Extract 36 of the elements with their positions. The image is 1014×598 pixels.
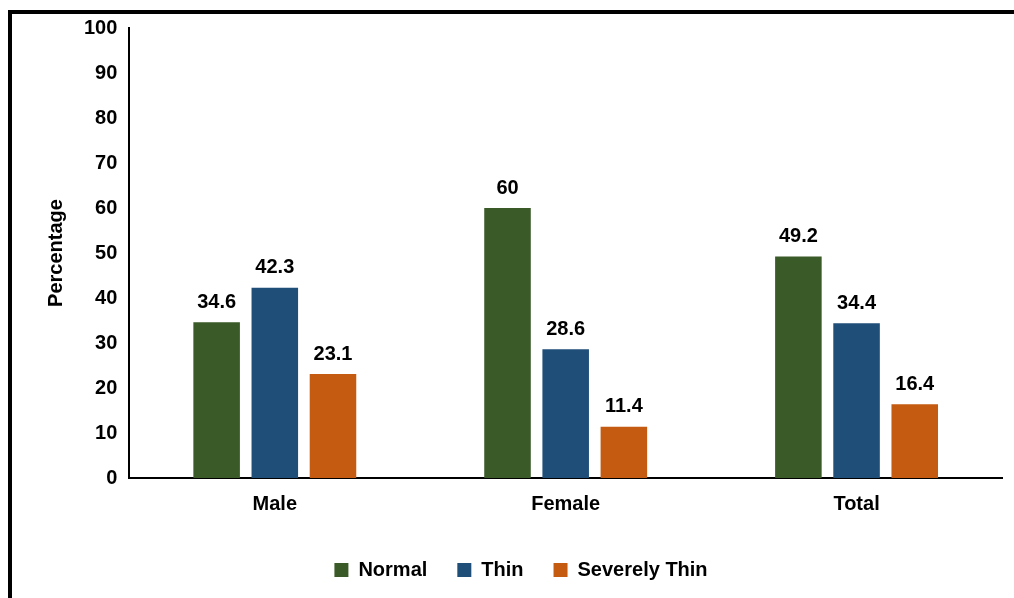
data-label: 28.6 xyxy=(546,316,586,339)
x-tick-label: Total xyxy=(833,491,880,514)
bar xyxy=(309,374,357,478)
y-tick-label: 50 xyxy=(95,240,118,263)
bar xyxy=(542,349,589,478)
y-tick-label: 0 xyxy=(106,465,118,488)
y-tick-label: 70 xyxy=(95,150,118,173)
y-tick-label: 30 xyxy=(95,330,118,353)
y-tick-label: 60 xyxy=(95,195,118,218)
bar xyxy=(484,208,531,478)
y-tick-label: 100 xyxy=(83,15,118,38)
y-tick-label: 40 xyxy=(95,285,118,308)
data-label: 16.4 xyxy=(895,371,936,394)
bar xyxy=(600,426,648,478)
data-label: 49.2 xyxy=(778,224,818,247)
bar xyxy=(251,287,299,478)
y-axis-title: Percentage xyxy=(43,199,66,307)
data-label: 11.4 xyxy=(604,394,644,417)
x-tick-label: Male xyxy=(252,491,298,514)
y-tick-label: 20 xyxy=(95,375,118,398)
data-label: 23.1 xyxy=(313,341,353,364)
data-label: 60 xyxy=(496,175,519,198)
data-label: 34.4 xyxy=(837,290,877,313)
bar xyxy=(775,256,822,478)
data-label: 42.3 xyxy=(255,255,295,278)
y-tick-label: 80 xyxy=(95,105,118,128)
bar xyxy=(193,322,240,478)
data-label: 34.6 xyxy=(197,289,237,312)
legend-label: Thin xyxy=(481,557,524,580)
legend-label: Severely Thin xyxy=(577,557,708,580)
y-tick-label: 10 xyxy=(95,420,118,443)
y-tick-label: 90 xyxy=(95,60,118,83)
bar xyxy=(891,404,939,478)
x-tick-label: Female xyxy=(531,491,601,514)
bar xyxy=(833,323,880,478)
legend-label: Normal xyxy=(358,557,428,580)
